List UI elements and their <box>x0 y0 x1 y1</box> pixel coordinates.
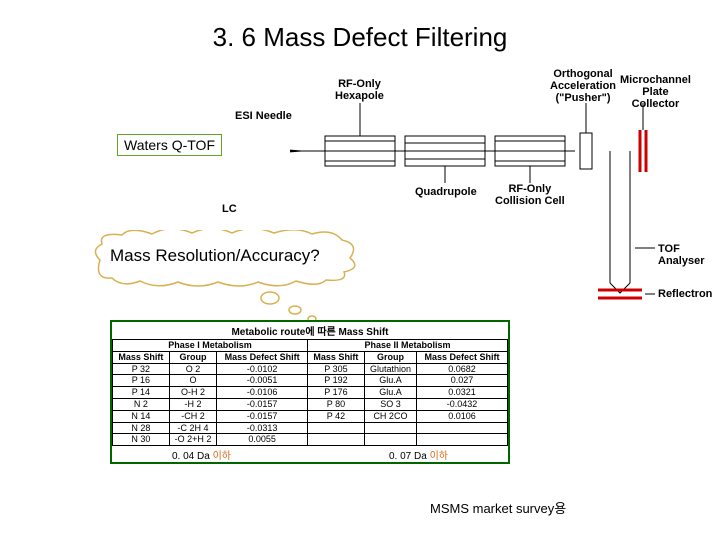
table-cell: -0.0051 <box>217 375 308 387</box>
table-cell: P 42 <box>308 410 365 422</box>
col-header: Mass Defect Shift <box>417 351 508 363</box>
table-cell: -C 2H 4 <box>169 422 216 434</box>
label-lc: LC <box>222 203 237 215</box>
cloud-shape <box>90 230 360 329</box>
table-cell: Glutathion <box>364 363 416 375</box>
table-cell: 0.0055 <box>217 434 308 446</box>
col-header: Group <box>364 351 416 363</box>
label-rfhex: RF-OnlyHexapole <box>335 78 384 102</box>
table-cell: P 305 <box>308 363 365 375</box>
table-row: N 30-O 2+H 20.0055 <box>113 434 508 446</box>
table-cell: P 80 <box>308 398 365 410</box>
table-cell: -0.0157 <box>217 410 308 422</box>
qtof-label: Waters Q-TOF <box>117 134 222 156</box>
table-row: N 28-C 2H 4-0.0313 <box>113 422 508 434</box>
label-micro: MicrochannelPlate Collector <box>620 74 691 110</box>
table-row: N 14-CH 2-0.0157P 42CH 2CO0.0106 <box>113 410 508 422</box>
table-cell: P 176 <box>308 387 365 399</box>
table-cell: Glu.A <box>364 375 416 387</box>
table-cell: N 14 <box>113 410 170 422</box>
table-title: Metabolic route에 따른 Mass Shift <box>112 322 508 339</box>
table-cell: N 28 <box>113 422 170 434</box>
table-row: P 32O 2-0.0102P 305Glutathion0.0682 <box>113 363 508 375</box>
msms-footer: MSMS market survey용 <box>430 498 566 517</box>
footer-right: 0. 07 Da 이하 <box>389 446 508 462</box>
table-cell <box>308 434 365 446</box>
metabolic-table: Metabolic route에 따른 Mass Shift Phase I M… <box>110 320 510 464</box>
table-cell: O 2 <box>169 363 216 375</box>
table-cell <box>417 422 508 434</box>
table-cell: -0.0157 <box>217 398 308 410</box>
label-tof: TOF Analyser <box>658 243 704 267</box>
table-row: P 14O-H 2-0.0106P 176Glu.A0.0321 <box>113 387 508 399</box>
label-quad: Quadrupole <box>415 186 477 198</box>
table-cell: P 192 <box>308 375 365 387</box>
table-cell: P 14 <box>113 387 170 399</box>
table-row: N 2-H 2-0.0157P 80SO 3-0.0432 <box>113 398 508 410</box>
table-cell: N 30 <box>113 434 170 446</box>
table-cell: 0.0321 <box>417 387 508 399</box>
table-cell: 0.0682 <box>417 363 508 375</box>
table-cell: -CH 2 <box>169 410 216 422</box>
table-row: Mass Shift Group Mass Defect Shift Mass … <box>113 351 508 363</box>
table-cell: -0.0106 <box>217 387 308 399</box>
table-cell: -0.0102 <box>217 363 308 375</box>
table-cell <box>364 434 416 446</box>
table-cell <box>364 422 416 434</box>
table-cell: CH 2CO <box>364 410 416 422</box>
label-rfcol: RF-OnlyCollision Cell <box>495 183 565 207</box>
table-row: Phase I Metabolism Phase II Metabolism <box>113 340 508 352</box>
callout-text: Mass Resolution/Accuracy? <box>110 246 320 266</box>
table-cell: -0.0313 <box>217 422 308 434</box>
phase1-header: Phase I Metabolism <box>113 340 308 352</box>
label-refl: Reflectron <box>658 288 712 300</box>
table-cell: 0.027 <box>417 375 508 387</box>
label-ortho: OrthogonalAcceleration("Pusher") <box>550 68 616 104</box>
col-header: Mass Shift <box>308 351 365 363</box>
col-header: Mass Defect Shift <box>217 351 308 363</box>
col-header: Mass Shift <box>113 351 170 363</box>
col-header: Group <box>169 351 216 363</box>
resolution-callout: Mass Resolution/Accuracy? <box>90 230 360 329</box>
table-cell: O <box>169 375 216 387</box>
table-cell <box>308 422 365 434</box>
table-cell: -H 2 <box>169 398 216 410</box>
table-cell: P 16 <box>113 375 170 387</box>
table-cell: P 32 <box>113 363 170 375</box>
slide-title: 3. 6 Mass Defect Filtering <box>0 22 720 53</box>
footer-left: 0. 04 Da 이하 <box>112 446 231 462</box>
table-cell: Glu.A <box>364 387 416 399</box>
table-cell: -O 2+H 2 <box>169 434 216 446</box>
table-cell: 0.0106 <box>417 410 508 422</box>
table-row: P 16O-0.0051P 192Glu.A0.027 <box>113 375 508 387</box>
table-cell: -0.0432 <box>417 398 508 410</box>
table-cell: SO 3 <box>364 398 416 410</box>
label-esi: ESI Needle <box>235 110 292 122</box>
phase2-header: Phase II Metabolism <box>308 340 508 352</box>
table-cell <box>417 434 508 446</box>
table-cell: O-H 2 <box>169 387 216 399</box>
mass-shift-table: Phase I Metabolism Phase II Metabolism M… <box>112 339 508 446</box>
table-cell: N 2 <box>113 398 170 410</box>
